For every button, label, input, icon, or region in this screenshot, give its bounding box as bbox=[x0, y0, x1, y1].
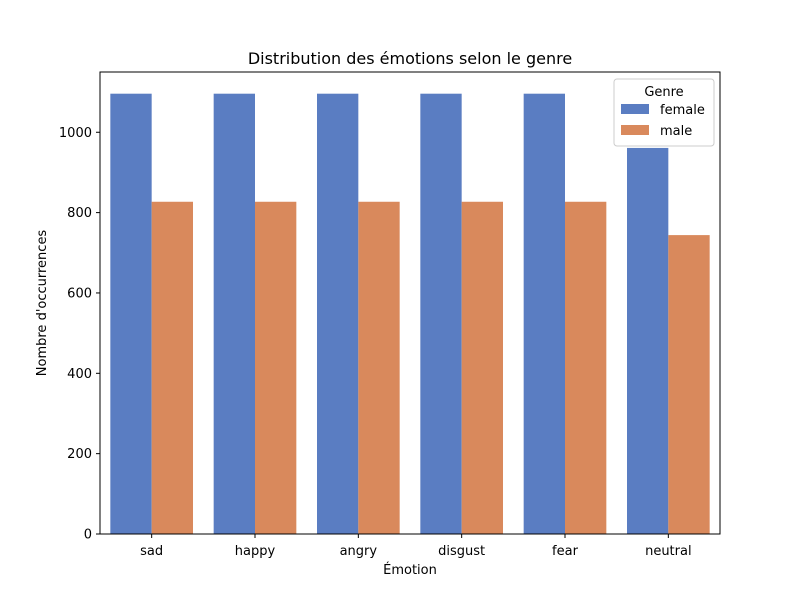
bar-female-disgust bbox=[420, 93, 462, 535]
y-tick-label: 0 bbox=[84, 528, 92, 543]
y-tick-label: 1000 bbox=[59, 126, 92, 141]
x-tick-label-neutral: neutral bbox=[645, 544, 692, 559]
legend-title: Genre bbox=[644, 85, 683, 100]
bar-male-neutral bbox=[668, 235, 710, 535]
x-tick-label-angry: angry bbox=[340, 544, 378, 559]
bar-female-happy bbox=[213, 93, 255, 535]
x-tick-label-disgust: disgust bbox=[438, 544, 485, 559]
legend-entries: female male bbox=[621, 103, 705, 139]
y-axis-label: Nombre d'occurrences bbox=[35, 230, 50, 377]
legend-swatch-female bbox=[621, 104, 649, 114]
bar-female-fear bbox=[523, 93, 565, 535]
bar-female-neutral bbox=[627, 147, 669, 534]
legend-label-female: female bbox=[660, 103, 705, 118]
axes-layer: 0 200 400 600 800 1000 sad happy angry disgust fea… bbox=[59, 71, 721, 559]
plot-frame bbox=[99, 71, 721, 535]
bar-male-happy bbox=[255, 201, 297, 535]
legend: Genre female male bbox=[613, 78, 715, 147]
bar-male-sad bbox=[151, 201, 193, 535]
y-tick-label: 600 bbox=[67, 286, 92, 301]
x-axis-label: Émotion bbox=[383, 562, 437, 578]
bar-male-disgust bbox=[461, 201, 503, 535]
bars-layer bbox=[110, 93, 710, 535]
bar-male-fear bbox=[565, 201, 607, 535]
x-tick-label-fear: fear bbox=[552, 544, 579, 559]
legend-label-male: male bbox=[660, 124, 692, 139]
chart-title: Distribution des émotions selon le genre bbox=[248, 49, 572, 68]
y-tick-label: 400 bbox=[67, 367, 92, 382]
bar-female-angry bbox=[317, 93, 359, 535]
y-tick-label: 800 bbox=[67, 206, 92, 221]
bar-male-angry bbox=[358, 201, 400, 535]
legend-swatch-male bbox=[621, 125, 649, 135]
bar-female-sad bbox=[110, 93, 152, 535]
y-tick-label: 200 bbox=[67, 447, 92, 462]
x-tick-label-happy: happy bbox=[235, 544, 276, 559]
x-tick-label-sad: sad bbox=[140, 544, 163, 559]
